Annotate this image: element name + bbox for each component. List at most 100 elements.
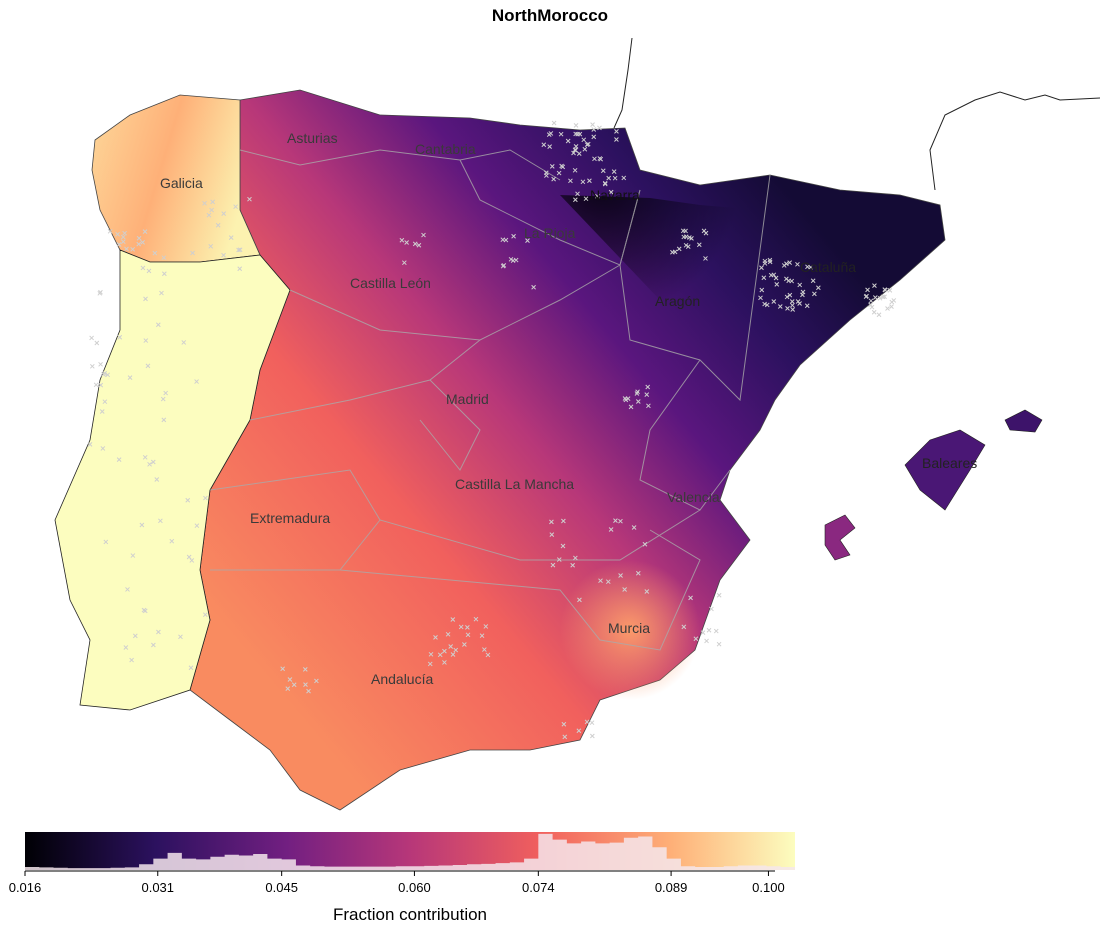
sample-marker [150,459,156,465]
sample-marker [158,518,163,524]
sample-marker [127,375,133,381]
sample-marker [787,260,792,265]
mallorca-island [904,429,986,511]
sample-marker [777,304,783,309]
portugal-landmass [54,249,291,711]
sample-marker [143,296,148,302]
sample-marker [575,191,580,197]
colorbar-tick-label: 0.016 [9,880,42,895]
sample-markers [87,120,897,740]
sample-marker [573,123,579,128]
sample-marker [681,234,687,240]
sample-marker [453,647,459,653]
sample-marker [623,397,629,403]
sample-marker [767,257,773,263]
sample-marker [605,579,611,585]
sample-marker [428,651,434,657]
sample-marker [693,636,699,642]
region-label-extremadura: Extremadura [250,510,330,526]
sample-marker [302,667,308,672]
sample-marker [591,134,597,140]
sample-marker [704,638,709,644]
sample-marker [672,249,678,255]
sample-marker [571,150,576,156]
sample-marker [635,399,641,404]
sample-marker [621,175,627,181]
sample-marker [208,243,214,249]
sample-marker [573,555,578,561]
sample-marker [237,247,243,253]
sample-marker [589,733,595,739]
sample-marker [589,720,595,726]
region-label-galicia: Galicia [160,175,203,191]
sample-marker [573,144,579,149]
sample-marker [789,278,795,284]
sample-marker [618,518,623,524]
sample-marker [614,137,619,142]
sample-marker [565,138,571,144]
sample-marker [169,538,175,544]
sample-marker [482,647,487,652]
sample-marker [759,287,765,293]
sample-marker [608,189,614,195]
sample-marker [592,156,597,162]
sample-marker [585,141,591,147]
sample-marker [202,612,208,618]
sample-marker [768,272,774,278]
sample-marker [116,457,122,462]
sample-marker [561,518,566,524]
sample-marker [582,146,588,152]
sample-marker [784,276,789,282]
sample-marker [548,131,554,136]
sample-marker [600,168,606,174]
sample-marker [130,553,136,558]
sample-marker [644,589,650,594]
sample-marker [877,295,883,301]
sample-marker [401,260,407,266]
sample-marker [816,285,821,291]
sample-marker [784,294,790,300]
sample-marker [151,642,156,648]
sample-marker [206,212,212,218]
sample-marker [812,291,817,297]
sample-marker [450,617,456,622]
sample-marker [442,648,447,654]
map-title: NorthMorocco [491,6,609,25]
sample-marker [233,204,238,210]
sample-marker [762,301,767,307]
sample-marker [634,391,640,396]
colorbar-tick-label: 0.089 [655,880,688,895]
sample-marker [483,624,489,629]
sample-marker [221,252,226,258]
sample-marker [550,562,556,568]
sample-marker [146,268,152,274]
sample-marker [885,306,890,311]
sample-marker [105,372,111,378]
sample-marker [549,532,555,537]
sample-marker [142,229,148,234]
sample-marker [608,527,614,532]
sample-marker [161,417,167,423]
sample-marker [696,242,702,248]
sample-marker [427,661,433,667]
sample-marker [584,719,590,725]
sample-marker [142,608,148,614]
region-borders [209,149,771,651]
sample-marker [485,652,491,658]
sample-marker [889,304,894,310]
region-label-la-rioja: La Rioja [524,225,576,241]
region-label-cantabria: Cantabria [415,141,476,157]
region-label-murcia: Murcia [608,620,650,636]
sample-marker [759,265,764,271]
sample-marker [132,633,138,639]
sample-marker [161,255,167,261]
sample-marker [465,625,470,630]
sample-marker [221,211,227,216]
sample-marker [810,278,816,284]
sample-marker [551,176,556,182]
sample-marker [804,303,810,309]
sample-marker [100,446,106,451]
sample-marker [194,523,200,529]
sample-marker [123,645,129,650]
